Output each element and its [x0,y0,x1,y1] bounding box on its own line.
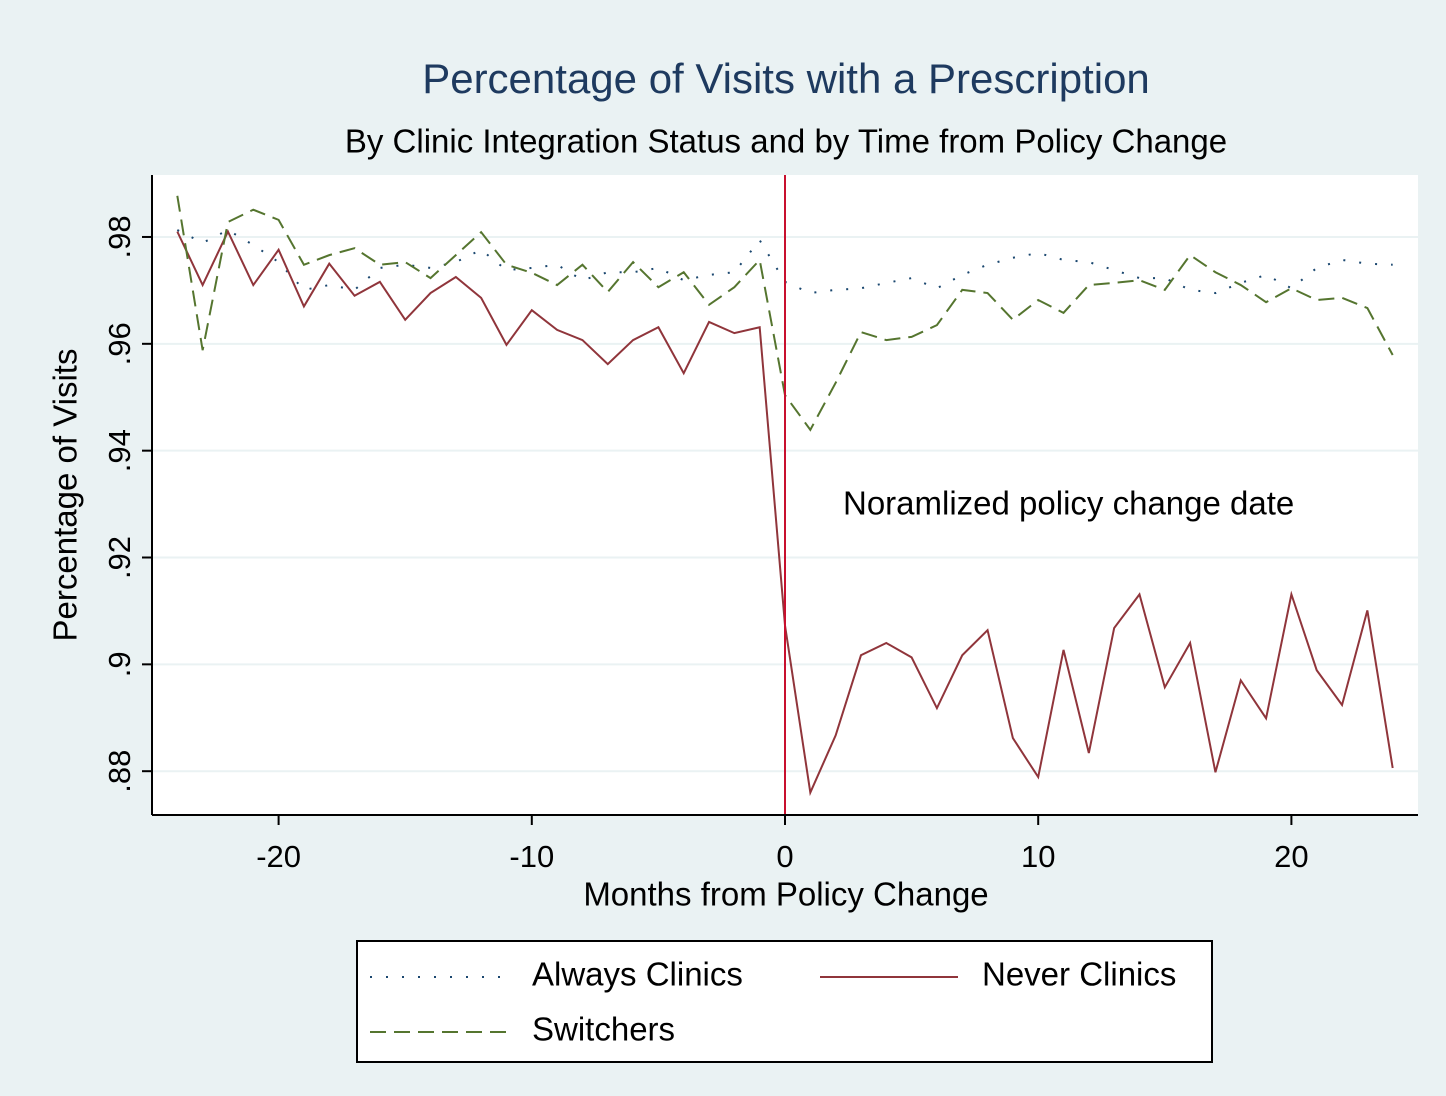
x-tick-label: -10 [509,839,554,874]
legend-label: Always Clinics [532,956,743,993]
y-axis-label: Percentage of Visits [47,349,84,642]
lines [176,175,1394,815]
y-tick-label: .92 [102,536,137,579]
x-tick-label: 20 [1274,839,1308,874]
legend-label: Never Clinics [982,956,1176,993]
y-tick-label: .88 [102,750,137,793]
y-tick-label: .96 [102,322,137,365]
x-tick-label: -20 [256,839,301,874]
legend [356,940,1213,1063]
legend-items: Always Clinics Never Clinics Switchers [370,956,1176,1048]
annotation: Noramlized policy change date [843,485,1294,522]
legend-label: Switchers [532,1011,675,1048]
y-tick-label: .94 [102,429,137,472]
y-tick-label: .98 [102,215,137,258]
x-tick-label: 10 [1021,839,1055,874]
chart-title: Percentage of Visits with a Prescription [422,55,1150,102]
y-tick-label: .9 [102,651,137,677]
x-tick-label: 0 [776,839,793,874]
x-axis-label: Months from Policy Change [583,876,988,913]
chart-subtitle: By Clinic Integration Status and by Time… [345,123,1227,160]
